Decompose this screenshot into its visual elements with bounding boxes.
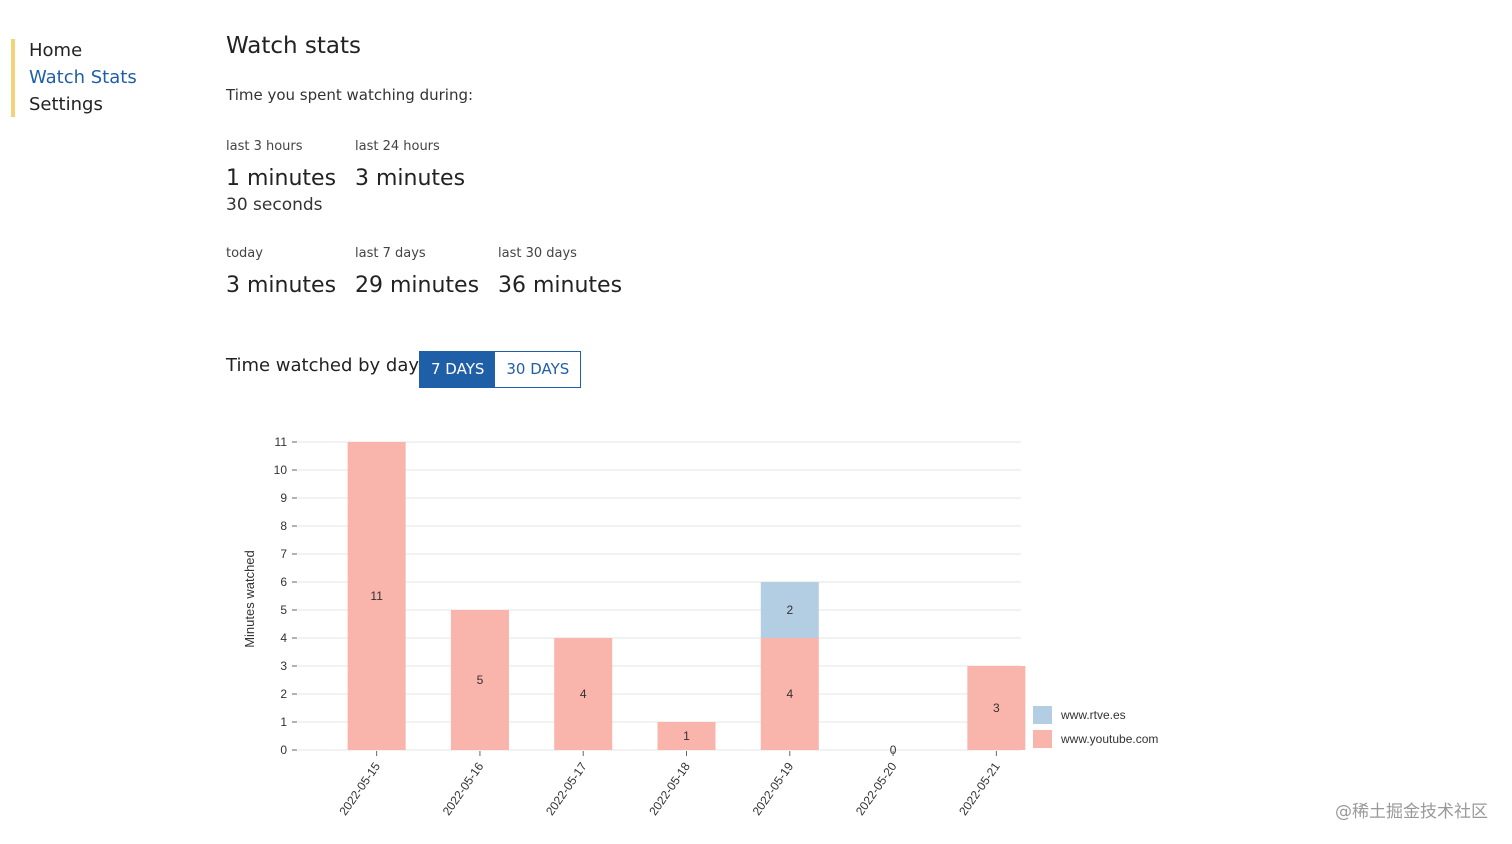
y-tick-label: 9: [280, 491, 287, 505]
y-tick-label: 3: [280, 659, 287, 673]
sidebar-nav: Home Watch Stats Settings: [11, 39, 137, 117]
stat-today: today 3 minutes: [226, 246, 336, 299]
y-tick-label: 11: [275, 435, 288, 449]
stat-label: last 30 days: [498, 246, 577, 261]
range-toggle: 7 DAYS 30 DAYS: [419, 351, 582, 388]
y-tick-label: 1: [280, 715, 287, 729]
bar-value-label: 4: [580, 687, 587, 701]
legend-swatch: [1033, 730, 1052, 748]
y-tick-label: 8: [280, 519, 287, 533]
bar-value-label: 0: [890, 743, 897, 757]
stat-label: last 7 days: [355, 246, 426, 261]
y-tick-label: 5: [280, 603, 287, 617]
toggle-30-days-button[interactable]: 30 DAYS: [495, 352, 581, 387]
x-tick-label: 2022-05-21: [956, 759, 1003, 818]
y-tick-label: 2: [280, 687, 287, 701]
y-tick-label: 10: [274, 463, 288, 477]
x-tick-label: 2022-05-20: [853, 759, 900, 818]
legend-label: www.youtube.com: [1060, 732, 1158, 746]
x-tick-label: 2022-05-16: [440, 759, 487, 818]
bar-value-label: 1: [683, 729, 690, 743]
legend-swatch: [1033, 706, 1052, 724]
chart-section-title: Time watched by day: [226, 355, 420, 376]
bar-www.youtube.com: [450, 610, 509, 750]
bar-value-label: 3: [993, 701, 1000, 715]
bar-www.youtube.com: [554, 638, 613, 750]
toggle-7-days-button[interactable]: 7 DAYS: [420, 352, 496, 387]
stat-value: 29 minutes: [355, 273, 480, 298]
stat-last-24-hours: last 24 hours 3 minutes: [355, 139, 465, 192]
stat-label: last 24 hours: [355, 139, 440, 154]
bar-value-label: 5: [477, 673, 484, 687]
stat-value: 3 minutes: [355, 166, 466, 191]
stat-value: 36 minutes: [498, 273, 623, 298]
bar-www.youtube.com: [657, 722, 716, 750]
legend-label: www.rtve.es: [1060, 708, 1126, 722]
stat-last-7-days: last 7 days 29 minutes: [355, 246, 479, 299]
stat-last-30-days: last 30 days 36 minutes: [498, 246, 622, 299]
stat-subvalue: 30 seconds: [226, 195, 323, 215]
x-tick-label: 2022-05-15: [336, 759, 383, 818]
y-axis-label: Minutes watched: [242, 550, 257, 648]
bar-value-label: 11: [370, 589, 383, 603]
y-tick-label: 6: [280, 575, 287, 589]
bar-value-label: 2: [786, 603, 793, 617]
bar-www.youtube.com: [967, 666, 1026, 750]
sidebar-item-watch-stats[interactable]: Watch Stats: [29, 67, 137, 88]
y-tick-label: 4: [280, 631, 287, 645]
stat-value: 3 minutes: [226, 273, 337, 298]
stat-label: today: [226, 246, 263, 261]
page-title: Watch stats: [226, 33, 362, 59]
stat-label: last 3 hours: [226, 139, 303, 154]
bar-value-label: 4: [786, 687, 793, 701]
x-tick-label: 2022-05-19: [750, 759, 797, 818]
y-tick-label: 7: [280, 547, 287, 561]
stat-value: 1 minutes: [226, 166, 337, 191]
x-tick-label: 2022-05-18: [646, 759, 693, 818]
bar-www.youtube.com: [347, 442, 406, 750]
bar-www.rtve.es: [760, 582, 819, 638]
watermark: @稀土掘金技术社区: [1335, 802, 1488, 822]
bar-www.youtube.com: [760, 638, 819, 750]
x-tick-label: 2022-05-17: [543, 759, 590, 818]
sidebar-item-settings[interactable]: Settings: [29, 94, 103, 115]
stat-last-3-hours: last 3 hours 1 minutes 30 seconds: [226, 139, 336, 216]
sidebar-item-home[interactable]: Home: [29, 40, 83, 61]
page-subtitle: Time you spent watching during:: [226, 86, 474, 104]
y-tick-label: 0: [280, 743, 287, 757]
